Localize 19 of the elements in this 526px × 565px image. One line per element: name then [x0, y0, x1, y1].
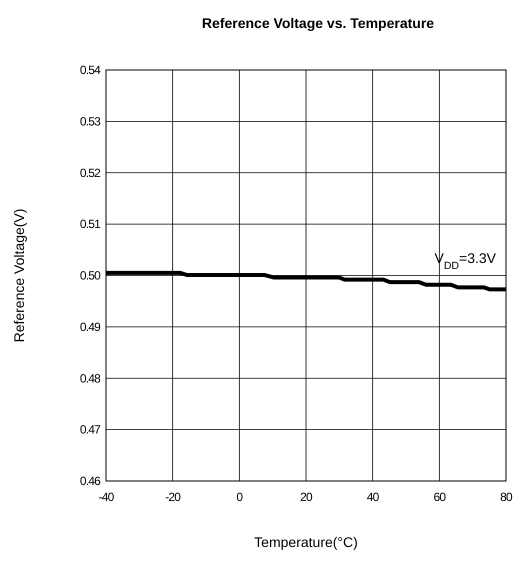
x-tick-label: 60: [433, 490, 446, 504]
y-tick-label: 0.50: [80, 268, 102, 282]
y-tick-label: 0.46: [80, 474, 102, 488]
y-tick-label: 0.49: [80, 320, 102, 334]
y-tick-label: 0.48: [80, 371, 102, 386]
x-tick-label: 40: [366, 490, 380, 504]
y-tick-label: 0.51: [80, 217, 102, 232]
x-tick-label: 20: [300, 490, 313, 504]
y-tick-label: 0.47: [80, 422, 102, 437]
x-tick-label: 80: [500, 490, 513, 504]
x-tick-label: 0: [236, 490, 244, 504]
y-tick-label: 0.53: [80, 114, 102, 128]
y-tick-label: 0.52: [80, 166, 102, 180]
chart-title: Reference Voltage vs. Temperature: [202, 15, 434, 31]
x-tick-label: -40: [98, 490, 115, 504]
x-tick-label: -20: [165, 490, 182, 504]
x-axis-title: Temperature(°C): [254, 534, 358, 550]
y-axis-title: Reference Voltage(V): [11, 208, 27, 342]
y-tick-label: 0.54: [80, 63, 102, 77]
